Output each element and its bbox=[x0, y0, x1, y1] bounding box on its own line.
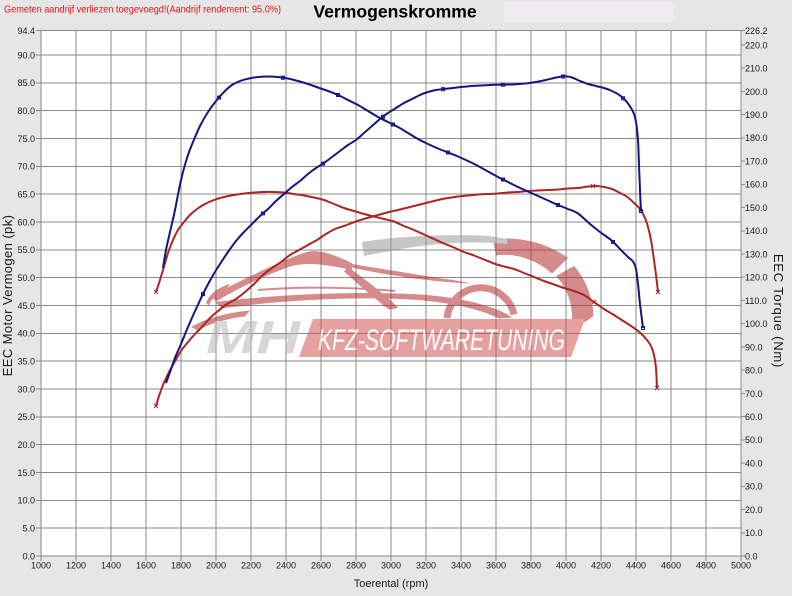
svg-text:30.0: 30.0 bbox=[17, 384, 35, 394]
svg-text:90.0: 90.0 bbox=[745, 342, 763, 352]
svg-text:1400: 1400 bbox=[101, 561, 121, 571]
svg-text:85.0: 85.0 bbox=[17, 78, 35, 88]
svg-text:110.0: 110.0 bbox=[745, 296, 767, 306]
svg-text:40.0: 40.0 bbox=[17, 329, 35, 339]
svg-text:50.0: 50.0 bbox=[745, 435, 763, 445]
svg-text:94.4: 94.4 bbox=[17, 26, 35, 36]
svg-text:40.0: 40.0 bbox=[745, 459, 763, 469]
svg-text:210.0: 210.0 bbox=[745, 64, 768, 74]
svg-text:3600: 3600 bbox=[486, 561, 506, 571]
svg-text:4000: 4000 bbox=[556, 561, 576, 571]
svg-text:EEC Motor Vermogen (pk): EEC Motor Vermogen (pk) bbox=[0, 215, 15, 377]
svg-text:MH: MH bbox=[206, 312, 301, 363]
svg-text:5000: 5000 bbox=[731, 561, 751, 571]
svg-text:5.0: 5.0 bbox=[22, 524, 35, 534]
svg-text:55.0: 55.0 bbox=[17, 245, 35, 255]
svg-text:Vermogenskromme: Vermogenskromme bbox=[313, 2, 477, 22]
svg-text:1800: 1800 bbox=[171, 561, 191, 571]
svg-text:10.0: 10.0 bbox=[17, 496, 35, 506]
svg-text:3000: 3000 bbox=[381, 561, 401, 571]
svg-text:170.0: 170.0 bbox=[745, 157, 768, 167]
svg-text:80.0: 80.0 bbox=[745, 366, 763, 376]
svg-text:Gemeten aandrijf verliezen toe: Gemeten aandrijf verliezen toegevoegd!(A… bbox=[4, 4, 281, 16]
svg-text:20.0: 20.0 bbox=[17, 440, 35, 450]
svg-text:0.0: 0.0 bbox=[745, 551, 758, 561]
svg-text:KFZ-SOFTWARETUNING: KFZ-SOFTWARETUNING bbox=[318, 324, 565, 357]
svg-text:45.0: 45.0 bbox=[17, 301, 35, 311]
svg-text:30.0: 30.0 bbox=[745, 482, 763, 492]
svg-text:4800: 4800 bbox=[696, 561, 716, 571]
svg-text:90.0: 90.0 bbox=[17, 50, 35, 60]
svg-text:25.0: 25.0 bbox=[17, 412, 35, 422]
svg-text:4400: 4400 bbox=[626, 561, 646, 571]
svg-text:130.0: 130.0 bbox=[745, 249, 768, 259]
svg-text:2200: 2200 bbox=[241, 561, 261, 571]
svg-text:10.0: 10.0 bbox=[745, 528, 763, 538]
svg-text:180.0: 180.0 bbox=[745, 133, 768, 143]
svg-text:60.0: 60.0 bbox=[17, 217, 35, 227]
svg-text:1200: 1200 bbox=[66, 561, 86, 571]
svg-text:0.0: 0.0 bbox=[22, 551, 35, 561]
svg-text:220.0: 220.0 bbox=[745, 40, 768, 50]
svg-text:120.0: 120.0 bbox=[745, 273, 768, 283]
svg-text:70.0: 70.0 bbox=[17, 162, 35, 172]
svg-text:3400: 3400 bbox=[451, 561, 471, 571]
svg-text:226.2: 226.2 bbox=[745, 26, 768, 36]
svg-text:70.0: 70.0 bbox=[745, 389, 763, 399]
svg-text:65.0: 65.0 bbox=[17, 190, 35, 200]
svg-text:1600: 1600 bbox=[136, 561, 156, 571]
svg-text:2600: 2600 bbox=[311, 561, 331, 571]
svg-text:75.0: 75.0 bbox=[17, 134, 35, 144]
svg-text:3800: 3800 bbox=[521, 561, 541, 571]
svg-text:190.0: 190.0 bbox=[745, 110, 768, 120]
svg-text:Toerental (rpm): Toerental (rpm) bbox=[354, 578, 429, 590]
svg-text:EEC Torque (Nm): EEC Torque (Nm) bbox=[771, 254, 786, 368]
svg-text:100.0: 100.0 bbox=[745, 319, 768, 329]
svg-text:60.0: 60.0 bbox=[745, 412, 763, 422]
svg-text:35.0: 35.0 bbox=[17, 357, 35, 367]
svg-text:4200: 4200 bbox=[591, 561, 611, 571]
svg-text:200.0: 200.0 bbox=[745, 87, 768, 97]
svg-text:2800: 2800 bbox=[346, 561, 366, 571]
svg-text:160.0: 160.0 bbox=[745, 180, 768, 190]
svg-text:140.0: 140.0 bbox=[745, 226, 768, 236]
svg-text:3200: 3200 bbox=[416, 561, 436, 571]
svg-text:2400: 2400 bbox=[276, 561, 296, 571]
svg-text:15.0: 15.0 bbox=[17, 468, 35, 478]
svg-text:20.0: 20.0 bbox=[745, 505, 763, 515]
svg-text:4600: 4600 bbox=[661, 561, 681, 571]
svg-text:2000: 2000 bbox=[206, 561, 226, 571]
svg-text:150.0: 150.0 bbox=[745, 203, 768, 213]
svg-text:50.0: 50.0 bbox=[17, 273, 35, 283]
svg-text:1000: 1000 bbox=[31, 561, 51, 571]
svg-text:80.0: 80.0 bbox=[17, 106, 35, 116]
